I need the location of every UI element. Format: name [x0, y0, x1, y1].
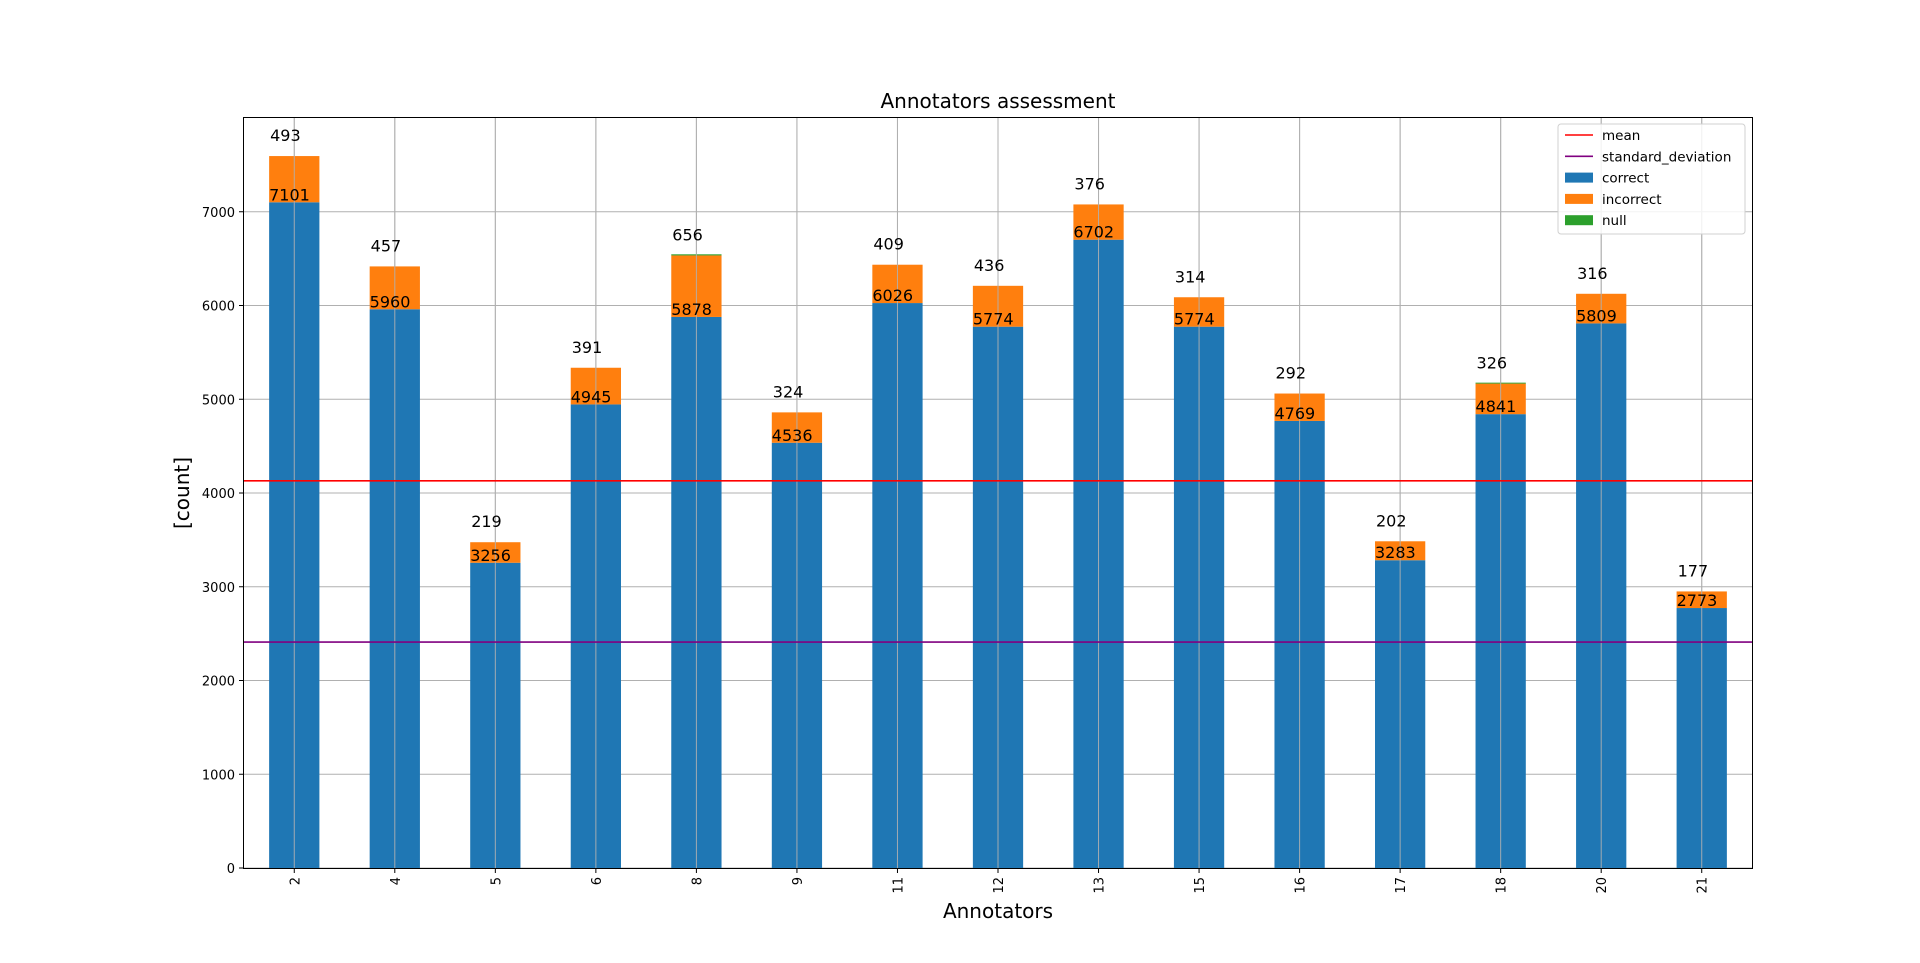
data-label-correct: 3283: [1375, 543, 1416, 562]
data-label-incorrect: 409: [873, 235, 904, 254]
legend-label-incorrect: incorrect: [1602, 192, 1662, 208]
y-tick-label: 2000: [202, 675, 235, 690]
x-tick-label: 4: [389, 877, 404, 885]
data-label-correct: 3256: [470, 546, 511, 565]
y-axis: 0 1000 2000 3000 4000 5000 6000 7000: [202, 206, 244, 877]
data-label-incorrect: 314: [1175, 267, 1206, 286]
legend-frame: [1557, 123, 1746, 235]
chart-title: Annotators assessment: [881, 89, 1116, 113]
x-tick-label: 11: [891, 877, 906, 894]
y-tick-label: 5000: [202, 393, 235, 408]
legend-swatch-correct: [1565, 172, 1593, 183]
y-tick-label: 3000: [202, 581, 235, 596]
data-label-incorrect: 326: [1477, 354, 1508, 373]
legend-label-null: null: [1602, 213, 1627, 229]
data-label-incorrect: 436: [974, 256, 1005, 275]
data-label-incorrect: 391: [572, 338, 603, 357]
x-tick-label: 16: [1294, 877, 1309, 894]
x-tick-label: 8: [690, 877, 705, 885]
data-label-incorrect: 177: [1678, 561, 1709, 580]
data-label-incorrect: 316: [1577, 264, 1608, 283]
y-tick-label: 7000: [202, 206, 235, 221]
data-label-correct: 4536: [772, 426, 813, 445]
data-label-correct: 5878: [671, 300, 712, 319]
data-label-correct: 5774: [973, 310, 1014, 329]
data-label-correct: 7101: [269, 185, 310, 204]
x-axis-title: Annotators: [943, 899, 1053, 923]
data-label-correct: 5960: [370, 292, 411, 311]
data-label-correct: 6026: [872, 286, 913, 305]
data-label-correct: 6702: [1073, 223, 1114, 242]
data-label-incorrect: 219: [471, 512, 502, 531]
y-tick-label: 6000: [202, 300, 235, 315]
data-label-incorrect: 324: [773, 382, 804, 401]
x-tick-label: 12: [992, 877, 1007, 894]
x-tick-label: 18: [1495, 877, 1510, 894]
y-axis-title: [count]: [170, 457, 194, 529]
legend-label-mean: mean: [1602, 128, 1640, 144]
x-tick-label: 2: [288, 877, 303, 885]
y-tick-label: 0: [227, 862, 235, 877]
x-tick-label: 21: [1696, 877, 1711, 894]
x-tick-label: 20: [1595, 877, 1610, 894]
y-tick-label: 1000: [202, 768, 235, 783]
reference-lines: [244, 480, 1752, 643]
data-label-correct: 4945: [571, 387, 612, 406]
x-axis: 2 4 5 6 8 9 11 12 13 15 16 17 18 20 21: [288, 868, 1711, 894]
x-tick-label: 17: [1394, 877, 1409, 894]
x-tick-label: 6: [590, 877, 605, 885]
x-tick-label: 13: [1093, 877, 1108, 894]
legend-label-correct: correct: [1602, 171, 1649, 187]
data-label-incorrect: 457: [371, 236, 402, 255]
legend-swatch-null: [1565, 215, 1593, 226]
legend-swatch-incorrect: [1565, 193, 1593, 204]
data-label-incorrect: 376: [1074, 174, 1105, 193]
data-label-correct: 4769: [1274, 404, 1315, 423]
bars: [269, 118, 1727, 868]
data-label-correct: 5809: [1576, 306, 1617, 325]
data-label-incorrect: 202: [1376, 511, 1407, 530]
data-label-incorrect: 656: [672, 225, 703, 244]
data-labels: 7101 493 5960 457 3256 219 4945 391 5878 656 4536 3…: [269, 126, 1717, 610]
data-label-correct: 5774: [1174, 310, 1215, 329]
legend-label-standard_deviation: standard_deviation: [1602, 149, 1731, 165]
data-label-correct: 2773: [1677, 591, 1718, 610]
x-tick-label: 15: [1193, 877, 1208, 894]
x-tick-label: 9: [791, 877, 806, 885]
data-label-incorrect: 292: [1275, 364, 1306, 383]
y-tick-label: 4000: [202, 487, 235, 502]
data-label-correct: 4841: [1476, 397, 1517, 416]
data-label-incorrect: 493: [270, 126, 301, 145]
x-tick-label: 5: [489, 877, 504, 885]
